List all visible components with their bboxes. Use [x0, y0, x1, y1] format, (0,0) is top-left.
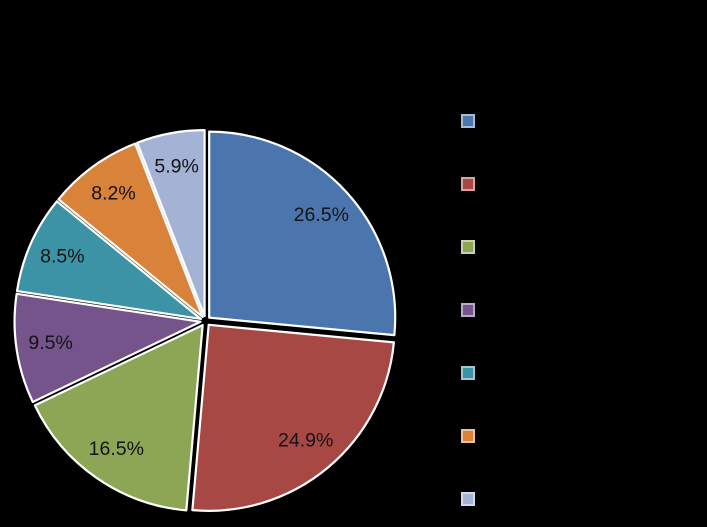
- data-label-7: 5.9%: [154, 155, 198, 177]
- pie-slice-3: [33, 324, 204, 512]
- legend-swatch-4: [461, 303, 475, 317]
- legend-item-2: [461, 177, 475, 191]
- legend-item-1: [461, 114, 475, 128]
- pie-slice-1: [208, 130, 397, 337]
- data-label-4: 9.5%: [28, 332, 72, 354]
- legend-swatch-3: [461, 240, 475, 254]
- legend-item-3: [461, 240, 475, 254]
- pie-slice-7: [136, 128, 206, 318]
- legend-swatch-2: [461, 177, 475, 191]
- data-label-5: 8.5%: [40, 246, 84, 268]
- legend-swatch-6: [461, 429, 475, 443]
- chart-legend: [461, 114, 475, 527]
- legend-swatch-5: [461, 366, 475, 380]
- pie-slice-6: [57, 142, 204, 319]
- legend-item-7: [461, 492, 475, 506]
- pie-slice-4: [13, 292, 202, 404]
- data-label-1: 26.5%: [294, 204, 349, 226]
- legend-item-4: [461, 303, 475, 317]
- data-label-2: 24.9%: [278, 429, 333, 451]
- legend-swatch-1: [461, 114, 475, 128]
- data-label-3: 16.5%: [89, 438, 144, 460]
- data-label-6: 8.2%: [91, 182, 135, 204]
- legend-item-6: [461, 429, 475, 443]
- legend-swatch-7: [461, 492, 475, 506]
- legend-item-5: [461, 366, 475, 380]
- pie-slice-2: [191, 323, 395, 512]
- pie-slice-5: [15, 200, 203, 321]
